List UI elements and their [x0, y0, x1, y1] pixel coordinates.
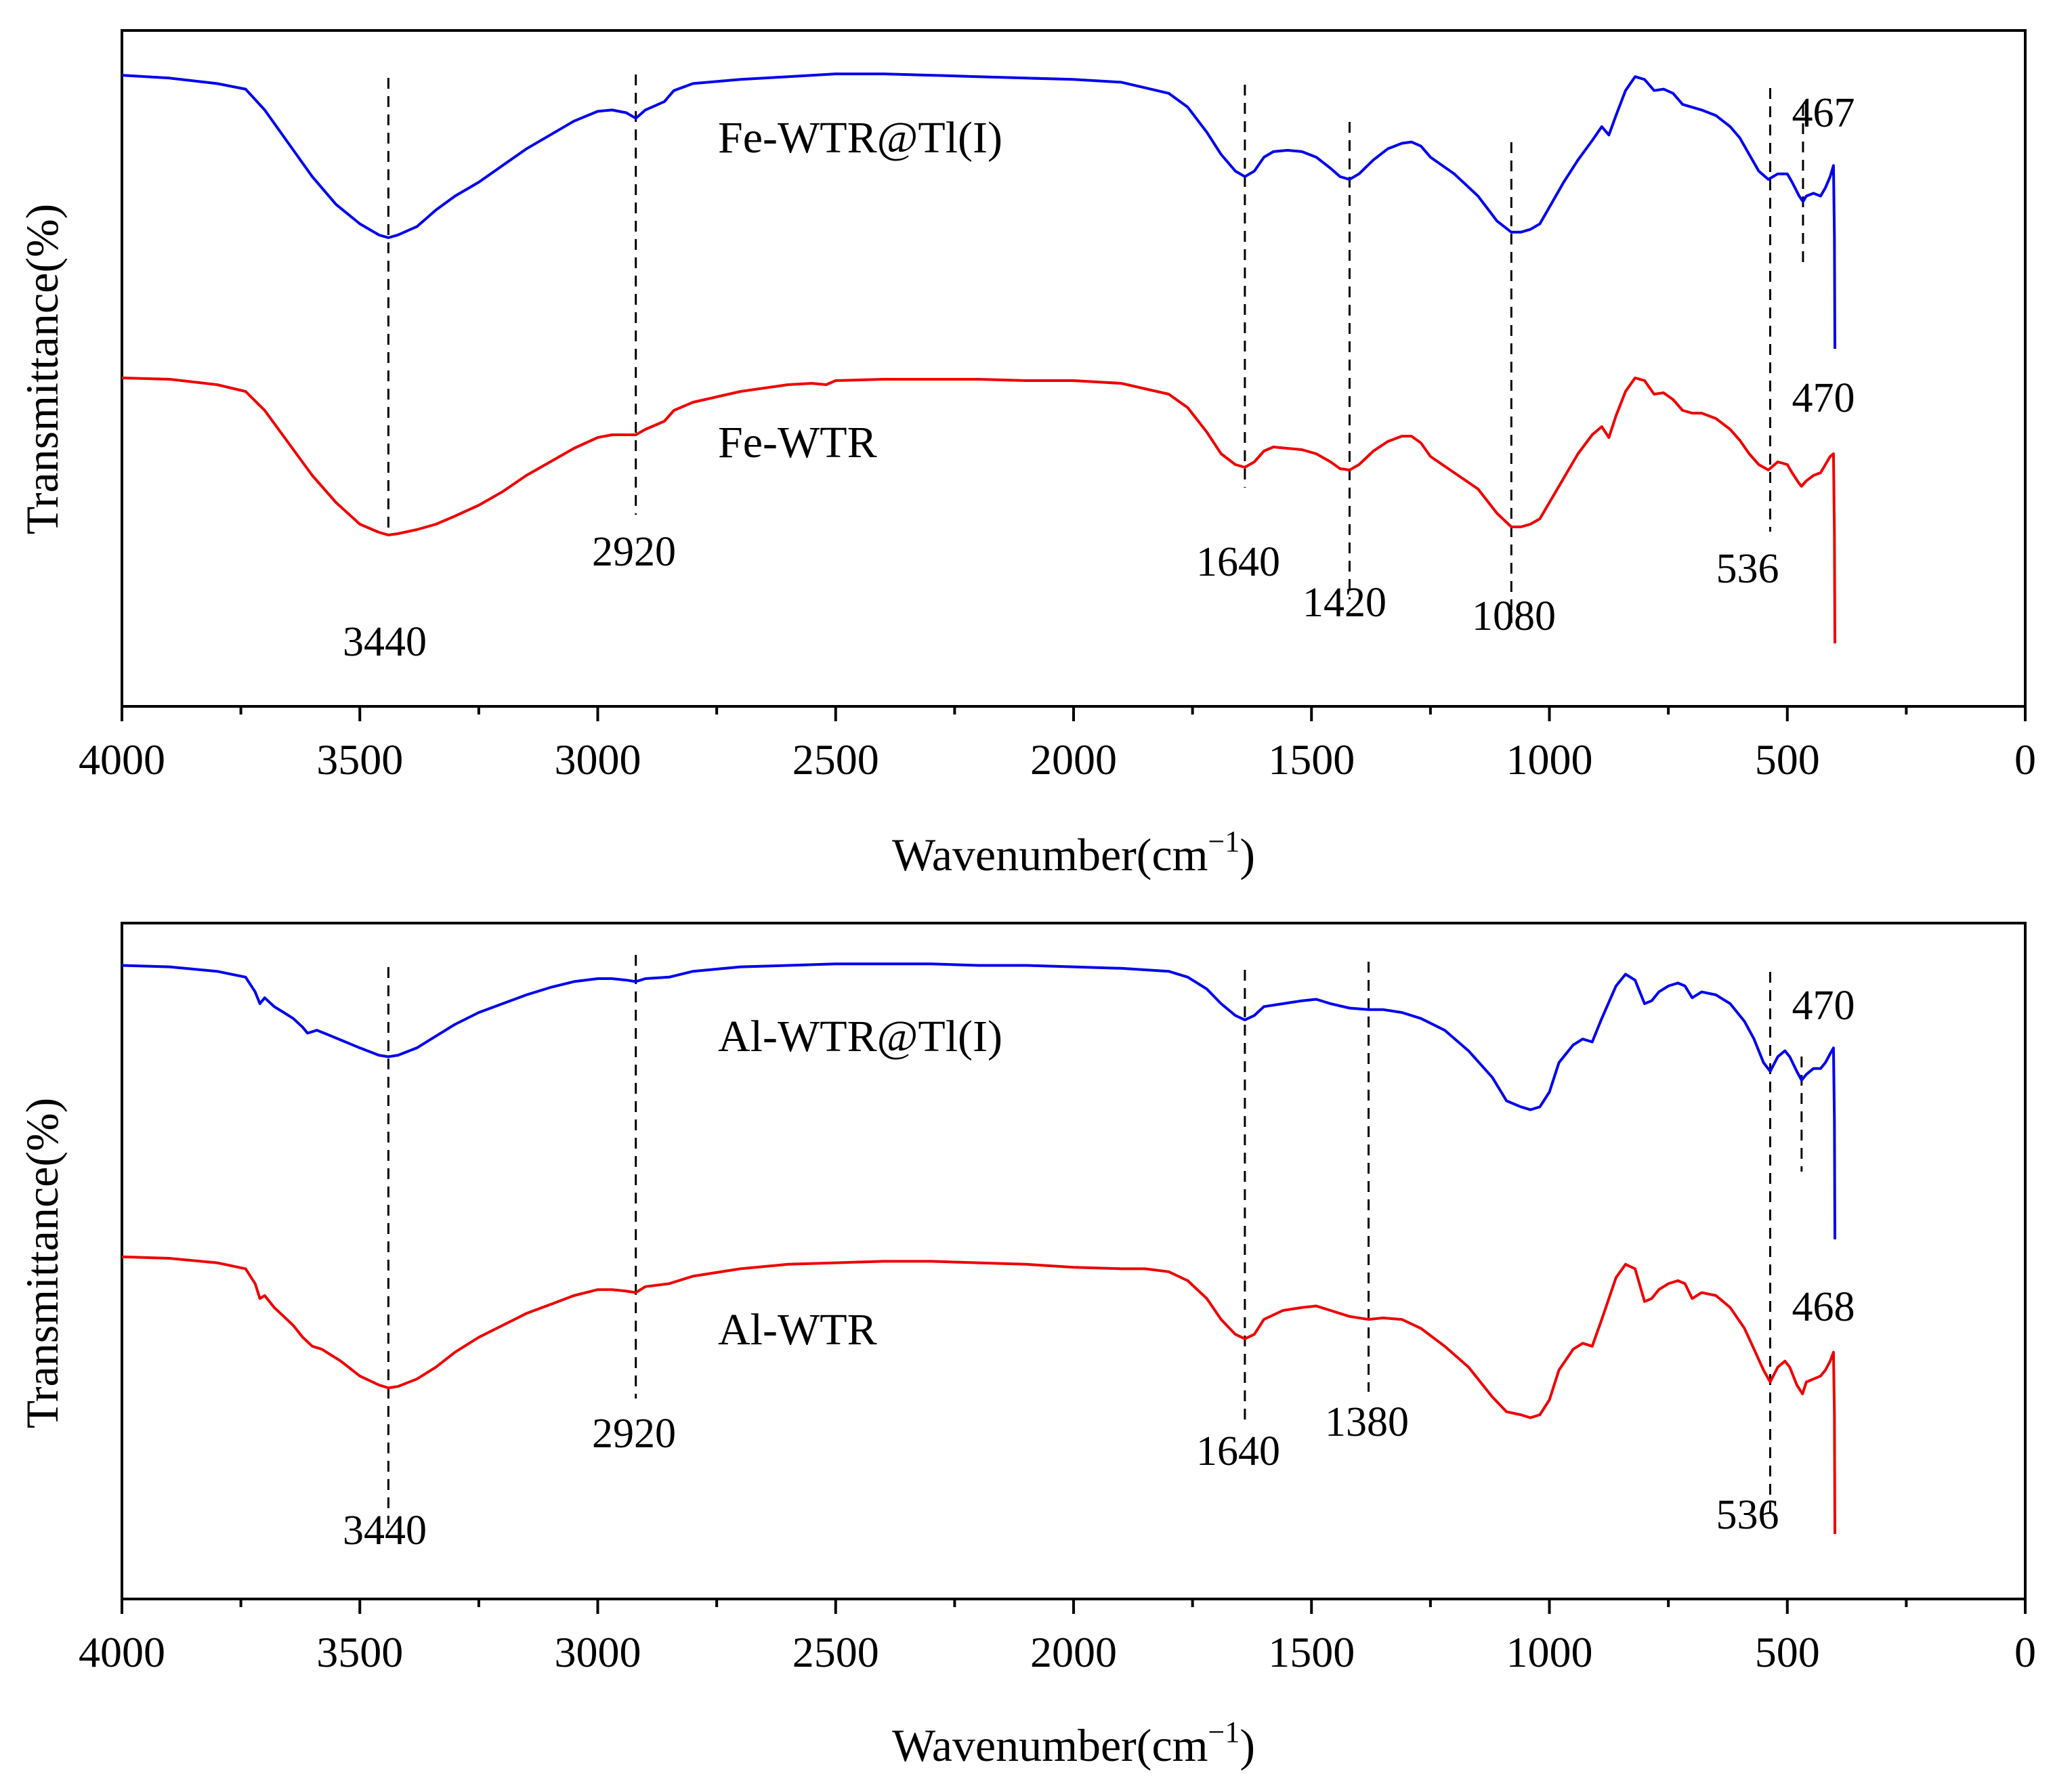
x-tick-label-500: 500 [1755, 735, 1820, 784]
x-tick-label-0: 0 [2014, 735, 2036, 784]
x-tick-label-2000: 2000 [1030, 735, 1117, 784]
x-tick-label-3500: 3500 [316, 1628, 403, 1676]
peak-label-468: 468 [1792, 1284, 1855, 1330]
peak-label-2920: 2920 [592, 1411, 676, 1457]
series-label-al-wtr-tl: Al-WTR@Tl(I) [718, 1012, 1002, 1061]
plot-frame-fe [121, 29, 2027, 708]
x-tick-label-1500: 1500 [1268, 1628, 1355, 1676]
peak-label-1640: 1640 [1196, 539, 1280, 585]
panel-al: 4000 3500 3000 2500 2000 1500 1000 500 0 Al-WTR@… [16, 922, 2036, 1771]
peak-label-3440: 3440 [343, 1508, 427, 1554]
series-line-fe-wtr [121, 377, 1836, 644]
peak-label-1640: 1640 [1196, 1428, 1280, 1474]
series-label-fe-wtr: Fe-WTR [718, 418, 877, 467]
peak-label-536: 536 [1716, 546, 1779, 592]
peak-label-536: 536 [1716, 1492, 1779, 1538]
peak-label-467: 467 [1792, 90, 1855, 136]
peak-lines-fe [387, 74, 1804, 623]
peak-label-1080: 1080 [1472, 593, 1556, 639]
curves-al [121, 962, 1836, 1535]
x-tick-label-2500: 2500 [792, 1628, 879, 1676]
panel-fe: 4000 3500 3000 2500 2000 1500 1000 500 0 Fe-WTR@… [16, 29, 2036, 880]
y-axis-title-al: Transmittance(%) [16, 1098, 68, 1428]
x-tick-label-1000: 1000 [1506, 1628, 1593, 1676]
x-tick-label-0: 0 [2014, 1628, 2036, 1676]
peak-label-470: 470 [1792, 983, 1855, 1029]
series-label-al-wtr: Al-WTR [718, 1305, 877, 1354]
curves-fe [121, 72, 1836, 644]
series-line-al-wtr [121, 1255, 1836, 1535]
peak-label-470: 470 [1792, 375, 1855, 421]
x-axis-title-fe: Wavenumber(cm−1) [892, 825, 1255, 880]
series-label-fe-wtr-tl: Fe-WTR@Tl(I) [718, 113, 1002, 163]
peak-label-3440: 3440 [343, 619, 427, 665]
peak-lines-al [387, 955, 1803, 1524]
x-tick-label-3500: 3500 [316, 735, 403, 784]
x-ticks-fe: 4000 3500 3000 2500 2000 1500 1000 500 0 [79, 706, 2036, 784]
x-tick-label-500: 500 [1755, 1628, 1820, 1676]
x-tick-label-3000: 3000 [555, 1628, 641, 1676]
peak-label-1380: 1380 [1325, 1399, 1409, 1445]
x-tick-label-2000: 2000 [1030, 1628, 1117, 1676]
x-tick-label-4000: 4000 [79, 1628, 165, 1676]
peak-label-1420: 1420 [1303, 580, 1387, 626]
x-tick-label-1000: 1000 [1506, 735, 1593, 784]
x-ticks-al: 4000 3500 3000 2500 2000 1500 1000 500 0 [79, 1599, 2036, 1676]
x-tick-label-4000: 4000 [79, 735, 165, 784]
x-axis-title-al: Wavenumber(cm−1) [892, 1715, 1255, 1771]
x-tick-label-3000: 3000 [555, 735, 641, 784]
y-axis-title-fe: Transmittance(%) [16, 204, 68, 534]
x-tick-label-2500: 2500 [792, 735, 879, 784]
x-tick-label-1500: 1500 [1268, 735, 1355, 784]
series-line-fe-wtr-tl-i- [121, 72, 1836, 349]
peak-label-2920: 2920 [592, 529, 676, 575]
series-line-al-wtr-tl-i- [121, 962, 1836, 1240]
